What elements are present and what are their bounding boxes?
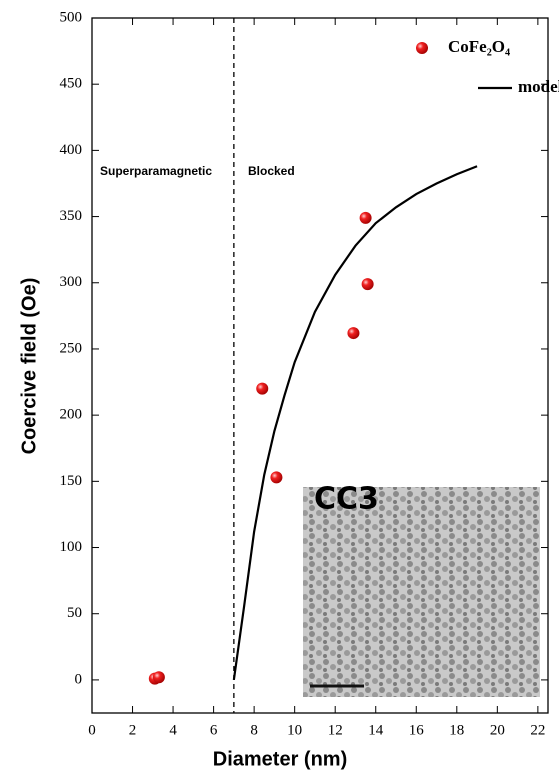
- legend-label: CoFe₂O₄: [448, 37, 510, 56]
- x-tick-label: 14: [368, 722, 384, 738]
- data-point: [153, 671, 165, 683]
- data-point: [256, 383, 268, 395]
- y-tick-label: 450: [60, 76, 83, 92]
- y-tick-label: 200: [60, 407, 83, 423]
- x-tick-label: 20: [490, 722, 505, 738]
- x-tick-label: 6: [210, 722, 218, 738]
- y-axis-title: Coercive field (Oe): [18, 278, 40, 455]
- x-tick-label: 10: [287, 722, 302, 738]
- y-tick-label: 0: [75, 671, 83, 687]
- x-tick-label: 12: [328, 722, 343, 738]
- x-tick-label: 8: [250, 722, 258, 738]
- y-tick-label: 500: [60, 9, 83, 25]
- x-tick-label: 22: [530, 722, 545, 738]
- inset-label: CC3: [314, 482, 379, 517]
- data-point: [347, 327, 359, 339]
- y-tick-label: 300: [60, 274, 83, 290]
- y-tick-label: 400: [60, 142, 83, 158]
- x-tick-label: 4: [169, 722, 177, 738]
- annotation: Superparamagnetic: [100, 164, 212, 178]
- x-tick-label: 16: [409, 722, 425, 738]
- x-tick-label: 18: [449, 722, 464, 738]
- data-point: [360, 212, 372, 224]
- data-point: [270, 471, 282, 483]
- chart: CC3 Diameter (nm) Coercive field (Oe) Su…: [0, 0, 559, 780]
- data-point: [362, 278, 374, 290]
- y-tick-label: 150: [60, 473, 83, 489]
- x-axis-title: Diameter (nm): [213, 748, 347, 770]
- x-tick-label: 2: [129, 722, 137, 738]
- y-tick-label: 350: [60, 208, 83, 224]
- y-tick-label: 50: [67, 605, 82, 621]
- x-tick-label: 0: [88, 722, 96, 738]
- y-tick-label: 100: [60, 539, 83, 555]
- inset-image: CC3: [303, 482, 540, 697]
- y-tick-label: 250: [60, 340, 83, 356]
- legend-marker: [416, 42, 428, 54]
- annotation: Blocked: [248, 164, 295, 178]
- legend-label: model: [518, 77, 559, 96]
